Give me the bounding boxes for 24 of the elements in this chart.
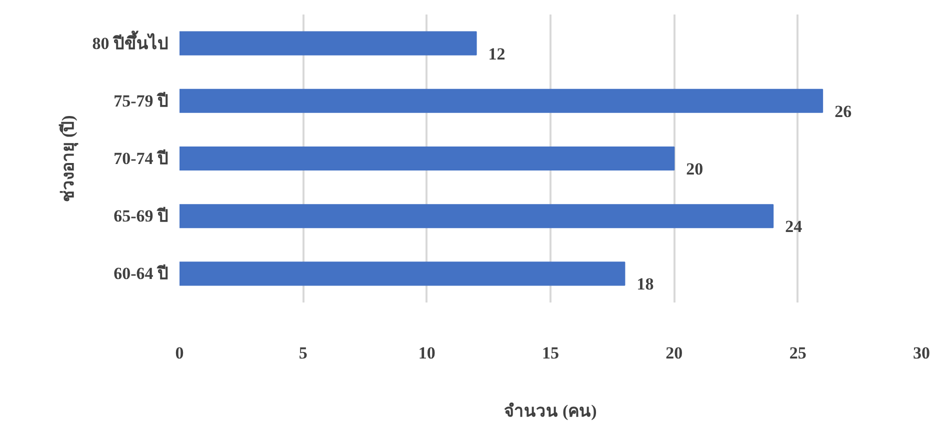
x-tick-label: 20 (666, 344, 683, 362)
data-label: 12 (488, 44, 506, 64)
y-tick-label: 65-69 ปี (114, 206, 169, 226)
x-tick-label: 10 (418, 344, 436, 362)
x-tick-label: 30 (913, 344, 930, 362)
data-label: 20 (686, 160, 704, 178)
x-axis-title: จำนวน (คน) (504, 402, 597, 420)
data-label: 18 (636, 274, 654, 294)
y-tick-label: 70-74 ปี (114, 148, 169, 168)
bar (180, 146, 675, 171)
bar (180, 204, 774, 228)
y-tick-label: 80 ปีขึ้นไป (92, 30, 168, 53)
x-tick-label: 15 (542, 344, 559, 362)
y-tick-label: 60-64 ปี (114, 263, 169, 284)
bar (180, 88, 824, 113)
y-axis-title: ช่วงอายุ (ปี) (57, 115, 78, 202)
x-tick-label: 25 (789, 344, 806, 362)
data-label: 26 (834, 102, 852, 121)
x-tick-label: 0 (175, 344, 184, 362)
bar (180, 262, 626, 286)
bar (180, 31, 477, 56)
x-tick-label: 5 (298, 344, 308, 362)
data-label: 24 (785, 217, 803, 236)
y-tick-label: 75-79 ปี (114, 90, 169, 110)
